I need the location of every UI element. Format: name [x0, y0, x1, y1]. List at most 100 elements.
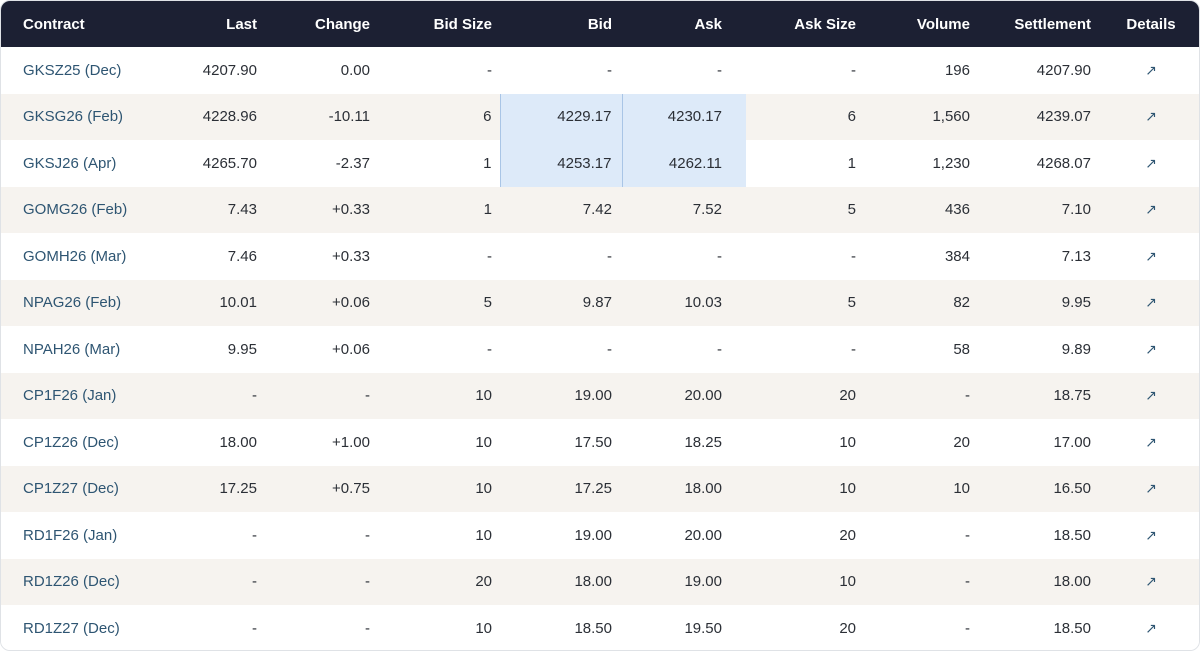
bid-cell: - [607, 61, 612, 79]
ask-size-cell: 10 [839, 433, 856, 451]
contract-link[interactable]: GKSZ25 (Dec) [23, 61, 122, 79]
arrow-up-right-icon[interactable]: ↗ [1145, 108, 1157, 125]
last-cell: 4228.96 [202, 108, 257, 126]
table-row: GKSZ25 (Dec) 4207.90 0.00 - - - - 196 4207.90 ↗ [1, 47, 1199, 94]
change-cell: +0.75 [332, 480, 370, 498]
contract-cell: NPAH26 (Mar) [1, 326, 161, 373]
contract-link[interactable]: GOMG26 (Feb) [23, 201, 128, 219]
table-row: RD1Z27 (Dec) - - 10 18.50 19.50 20 - 18.50 ↗ [1, 605, 1199, 650]
ask-cell: 19.00 [684, 573, 722, 591]
change-cell: +0.06 [332, 340, 370, 358]
contract-cell: GOMG26 (Feb) [1, 187, 161, 234]
ask-cell: - [717, 340, 722, 358]
ask-cell: 20.00 [684, 387, 722, 405]
arrow-up-right-icon[interactable]: ↗ [1145, 526, 1157, 543]
details-cell: ↗ [1107, 373, 1199, 420]
change-cell: - [365, 387, 370, 405]
volume-cell: - [965, 619, 970, 637]
contract-link[interactable]: NPAG26 (Feb) [23, 294, 122, 312]
header-bid[interactable]: Bid [587, 15, 612, 33]
arrow-up-right-icon[interactable]: ↗ [1145, 433, 1157, 450]
details-cell: ↗ [1107, 605, 1199, 650]
contract-link[interactable]: GKSG26 (Feb) [23, 108, 124, 126]
ask-size-cell: 10 [839, 573, 856, 591]
bid-size-cell: - [487, 247, 492, 265]
last-cell: - [252, 619, 257, 637]
volume-cell: 58 [953, 340, 970, 358]
arrow-up-right-icon[interactable]: ↗ [1145, 573, 1157, 590]
bid-size-cell: 10 [475, 433, 492, 451]
contract-link[interactable]: CP1Z27 (Dec) [23, 480, 119, 498]
volume-cell: 384 [944, 247, 970, 265]
arrow-up-right-icon[interactable]: ↗ [1145, 340, 1157, 357]
bid-cell: 18.50 [574, 619, 612, 637]
contract-cell: CP1Z27 (Dec) [1, 466, 161, 513]
volume-cell: 82 [953, 294, 970, 312]
arrow-up-right-icon[interactable]: ↗ [1145, 294, 1157, 311]
last-cell: 18.00 [219, 433, 257, 451]
bid-size-cell: 6 [483, 108, 492, 126]
table-row: GKSG26 (Feb) 4228.96 -10.11 6 4229.17 4230.17… [1, 93, 1199, 141]
table-row: GOMG26 (Feb) 7.43 +0.33 1 7.42 7.52 5 436 7.10 ↗ [1, 186, 1199, 234]
change-cell: 0.00 [340, 61, 370, 79]
arrow-up-right-icon[interactable]: ↗ [1145, 480, 1157, 497]
volume-cell: - [965, 573, 970, 591]
header-ask-size[interactable]: Ask Size [794, 15, 856, 33]
arrow-up-right-icon[interactable]: ↗ [1145, 201, 1157, 218]
last-cell: 4207.90 [202, 61, 257, 79]
arrow-up-right-icon[interactable]: ↗ [1145, 619, 1157, 636]
change-cell: -10.11 [328, 108, 370, 126]
table-body: GKSZ25 (Dec) 4207.90 0.00- - - -196 4207.90 ↗ GK… [1, 47, 1199, 650]
bid-size-cell: 1 [483, 201, 492, 219]
volume-cell: - [965, 387, 970, 405]
ask-cell: 7.52 [692, 201, 722, 219]
ask-size-cell: 5 [847, 294, 856, 312]
header-ask[interactable]: Ask [694, 15, 722, 33]
contract-link[interactable]: RD1Z26 (Dec) [23, 573, 120, 591]
header-contract[interactable]: Contract [23, 15, 85, 33]
header-volume[interactable]: Volume [916, 15, 970, 33]
last-cell: 7.43 [227, 201, 257, 219]
contract-link[interactable]: RD1Z27 (Dec) [23, 619, 120, 637]
contract-link[interactable]: CP1Z26 (Dec) [23, 433, 119, 451]
table-row: CP1Z26 (Dec) 18.00 +1.00 10 17.50 18.25 10 20 17… [1, 419, 1199, 466]
table-row: NPAG26 (Feb) 10.01 +0.06 5 9.87 10.03 5 82 9.95 ↗ [1, 279, 1199, 327]
bid-cell: - [607, 340, 612, 358]
header-settlement[interactable]: Settlement [1014, 15, 1091, 33]
contract-link[interactable]: GKSJ26 (Apr) [23, 154, 117, 172]
bid-cell: 18.00 [574, 573, 612, 591]
arrow-up-right-icon[interactable]: ↗ [1145, 61, 1157, 78]
ask-size-cell: 20 [839, 526, 856, 544]
contract-link[interactable]: RD1F26 (Jan) [23, 526, 118, 544]
settlement-cell: 18.50 [1053, 526, 1091, 544]
header-last[interactable]: Last [226, 15, 257, 33]
contract-link[interactable]: CP1F26 (Jan) [23, 387, 117, 405]
header-change[interactable]: Change [314, 15, 370, 33]
contract-cell: RD1Z26 (Dec) [1, 559, 161, 606]
ask-cell: 4262.11 [622, 140, 746, 187]
arrow-up-right-icon[interactable]: ↗ [1145, 154, 1157, 171]
last-cell: 17.25 [219, 480, 257, 498]
volume-cell: - [965, 526, 970, 544]
details-cell: ↗ [1107, 280, 1199, 327]
change-cell: - [365, 619, 370, 637]
contract-cell: RD1F26 (Jan) [1, 512, 161, 559]
volume-cell: 1,560 [932, 108, 970, 126]
ask-cell: 20.00 [684, 526, 722, 544]
table-row: RD1F26 (Jan) - - 10 19.00 20.00 20 - 18.50 ↗ [1, 512, 1199, 559]
change-cell: +0.33 [332, 201, 370, 219]
settlement-cell: 4207.90 [1036, 61, 1091, 79]
header-bid-size[interactable]: Bid Size [433, 15, 492, 33]
change-cell: +0.06 [332, 294, 370, 312]
contract-cell: GKSG26 (Feb) [1, 94, 161, 141]
bid-cell: 4253.17 [499, 140, 623, 187]
contract-cell: CP1Z26 (Dec) [1, 419, 161, 466]
table-row: GKSJ26 (Apr) 4265.70 -2.37 1 4253.17 4262.11 1… [1, 140, 1199, 187]
contract-link[interactable]: NPAH26 (Mar) [23, 340, 121, 358]
details-cell: ↗ [1107, 512, 1199, 559]
ask-cell: 18.25 [684, 433, 722, 451]
arrow-up-right-icon[interactable]: ↗ [1145, 387, 1157, 404]
contract-link[interactable]: GOMH26 (Mar) [23, 247, 127, 265]
bid-cell: 17.25 [574, 480, 612, 498]
arrow-up-right-icon[interactable]: ↗ [1145, 247, 1157, 264]
